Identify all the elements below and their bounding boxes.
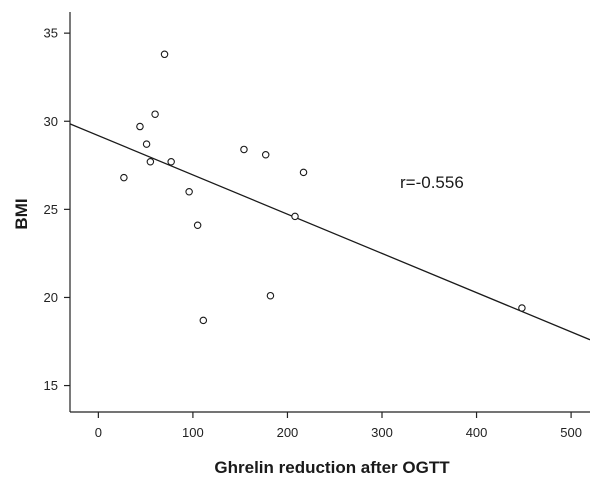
correlation-annotation: r=-0.556 bbox=[400, 173, 464, 192]
x-axis-title: Ghrelin reduction after OGTT bbox=[214, 458, 450, 477]
x-tick-label: 300 bbox=[371, 425, 393, 440]
data-point bbox=[120, 173, 128, 182]
x-tick-label: 0 bbox=[95, 425, 102, 440]
y-tick-label: 30 bbox=[44, 114, 58, 129]
data-point bbox=[151, 110, 159, 118]
y-tick-label: 25 bbox=[44, 202, 58, 217]
data-point bbox=[160, 50, 169, 59]
data-point bbox=[291, 212, 299, 221]
data-point bbox=[518, 304, 526, 312]
data-point bbox=[240, 145, 248, 154]
y-tick-label: 15 bbox=[44, 378, 58, 393]
x-tick-label: 400 bbox=[466, 425, 488, 440]
x-tick-label: 500 bbox=[560, 425, 582, 440]
data-point bbox=[199, 316, 208, 325]
data-point bbox=[136, 122, 144, 131]
x-axis-ticks: 0 100 200 300 400 500 bbox=[95, 412, 582, 440]
y-axis-title: BMI bbox=[12, 198, 31, 229]
data-points bbox=[120, 50, 526, 325]
data-point bbox=[299, 168, 308, 177]
regression-line bbox=[69, 123, 590, 341]
x-tick-label: 200 bbox=[277, 425, 299, 440]
data-point bbox=[261, 150, 270, 159]
data-point bbox=[193, 221, 202, 229]
y-axis-ticks: 15 20 25 30 35 bbox=[44, 26, 70, 393]
y-tick-label: 35 bbox=[44, 26, 58, 41]
data-point bbox=[167, 158, 175, 166]
x-tick-label: 100 bbox=[182, 425, 204, 440]
data-point bbox=[185, 187, 193, 196]
data-point bbox=[142, 140, 151, 148]
y-tick-label: 20 bbox=[44, 290, 58, 305]
data-point bbox=[266, 291, 275, 300]
data-point bbox=[146, 158, 155, 166]
